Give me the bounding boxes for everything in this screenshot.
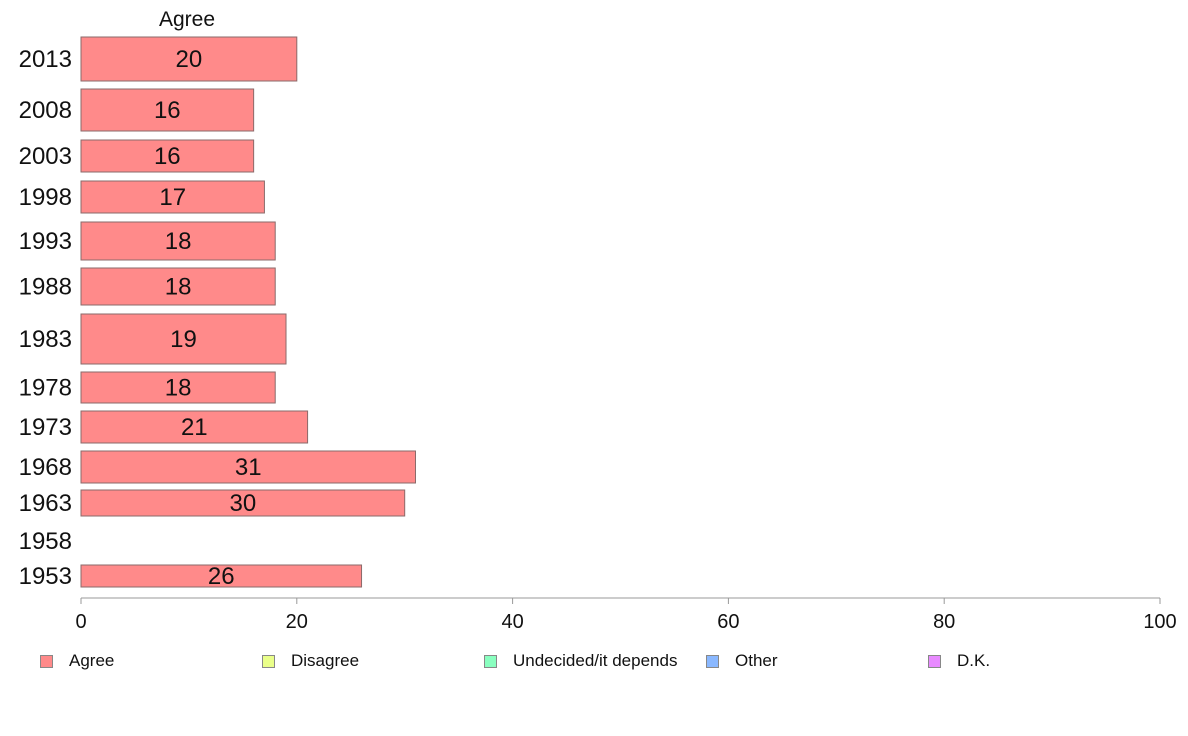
y-tick-label: 1953: [19, 563, 72, 590]
legend-swatch: [484, 654, 497, 668]
y-tick-label: 1993: [19, 228, 72, 255]
data-label: 30: [229, 490, 256, 517]
x-tick-label: 40: [501, 611, 523, 633]
legend-swatch: [928, 654, 941, 668]
legend-item: Disagree: [262, 650, 359, 672]
bar: [80, 564, 363, 588]
data-label: 21: [181, 414, 208, 441]
legend-swatch: [262, 654, 275, 668]
data-label: 18: [165, 375, 192, 402]
y-tick-label: 2003: [19, 143, 72, 170]
x-tick-label: 100: [1143, 611, 1176, 633]
bar: [80, 180, 265, 214]
data-label: 26: [208, 563, 235, 590]
bars-group: 20 16 16 17 18 18 19 18 21 31 30 26: [80, 36, 416, 590]
y-tick-label: 1998: [19, 184, 72, 211]
x-tick-label: 20: [286, 611, 308, 633]
legend-label: Agree: [69, 651, 115, 670]
x-tick-label: 80: [933, 611, 955, 633]
y-tick-label: 1973: [19, 414, 72, 441]
legend-swatch: [706, 654, 719, 668]
y-tick-label: 1983: [19, 326, 72, 353]
legend-item: D.K.: [928, 650, 990, 672]
bar: [80, 267, 276, 306]
data-label: 17: [159, 184, 186, 211]
panel-title: Agree: [159, 8, 215, 31]
y-tick-label: 2008: [19, 97, 72, 124]
y-tick-label: 1968: [19, 454, 72, 481]
bar: [80, 139, 255, 173]
data-label: 31: [235, 454, 262, 481]
data-label: 16: [154, 143, 181, 170]
legend: Agree Disagree Undecided/it depends Other D.…: [0, 650, 1188, 674]
x-axis: 0 20 40 60 80 100: [75, 597, 1177, 633]
bar: [80, 489, 406, 517]
bar: [80, 36, 298, 82]
bar: [80, 221, 276, 261]
data-label: 18: [165, 228, 192, 255]
legend-item: Undecided/it depends: [484, 650, 677, 672]
y-tick-label: 1988: [19, 274, 72, 301]
legend-label: Other: [735, 651, 778, 670]
x-tick-label: 0: [75, 611, 86, 633]
y-tick-label: 2013: [19, 46, 72, 73]
x-tick-label: 60: [717, 611, 739, 633]
data-label: 16: [154, 97, 181, 124]
legend-item: Agree: [40, 650, 114, 672]
legend-label: Disagree: [291, 651, 360, 670]
legend-item: Other: [706, 650, 778, 672]
legend-swatch: [40, 654, 53, 668]
legend-label: Undecided/it depends: [513, 651, 678, 670]
data-label: 18: [165, 274, 192, 301]
y-tick-label: 1963: [19, 490, 72, 517]
legend-label: D.K.: [957, 651, 991, 670]
y-tick-label: 1978: [19, 375, 72, 402]
y-tick-label: 1958: [19, 528, 72, 555]
data-label: 19: [170, 326, 197, 353]
bar: [80, 410, 309, 444]
data-label: 20: [176, 46, 203, 73]
bar: [80, 88, 255, 132]
bar: [80, 313, 287, 365]
bar: [80, 450, 416, 484]
y-tick-labels: 2013 2008 2003 1998 1993 1988 1983 1978 1973 1968…: [19, 46, 72, 590]
bar: [80, 371, 276, 404]
